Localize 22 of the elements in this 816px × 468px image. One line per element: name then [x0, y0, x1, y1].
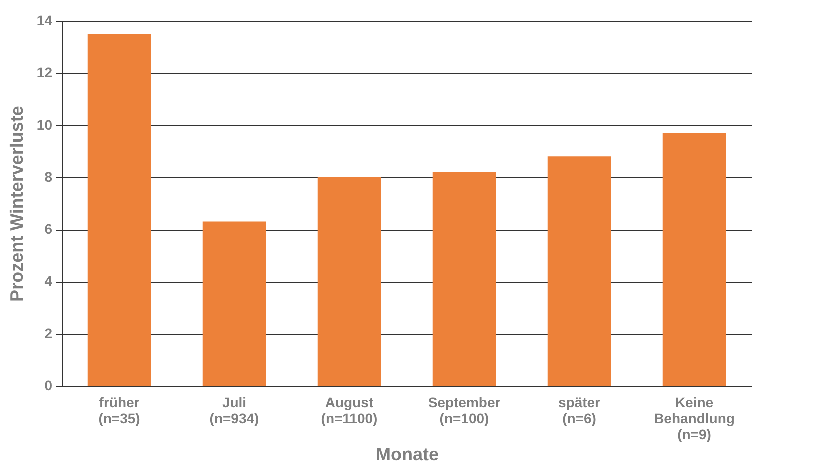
- x-tick-label: Keine Behandlung (n=9): [654, 394, 735, 442]
- x-tick-label: später (n=6): [558, 394, 602, 426]
- bar: [202, 222, 266, 386]
- bar: [548, 156, 612, 386]
- bar: [662, 133, 726, 386]
- y-tick-label: 14: [36, 12, 53, 28]
- x-tick-label: früher (n=35): [98, 394, 140, 426]
- y-tick-label: 12: [36, 64, 53, 81]
- x-tick-label: September (n=100): [428, 394, 502, 426]
- bar: [88, 34, 152, 386]
- y-axis-title: Prozent Winterverluste: [6, 106, 27, 302]
- y-tick-label: 10: [36, 116, 53, 133]
- y-tick-label: 0: [44, 378, 53, 394]
- bar: [318, 177, 382, 386]
- bar: [432, 172, 496, 386]
- y-tick-label: 8: [44, 168, 53, 185]
- y-tick-label: 2: [44, 325, 53, 342]
- y-tick-label: 4: [44, 273, 53, 290]
- x-tick-label: August (n=1100): [321, 394, 378, 426]
- x-tick-label: Juli (n=934): [210, 394, 260, 426]
- y-tick-label: 6: [44, 221, 53, 238]
- x-axis-title: Monate: [376, 444, 439, 464]
